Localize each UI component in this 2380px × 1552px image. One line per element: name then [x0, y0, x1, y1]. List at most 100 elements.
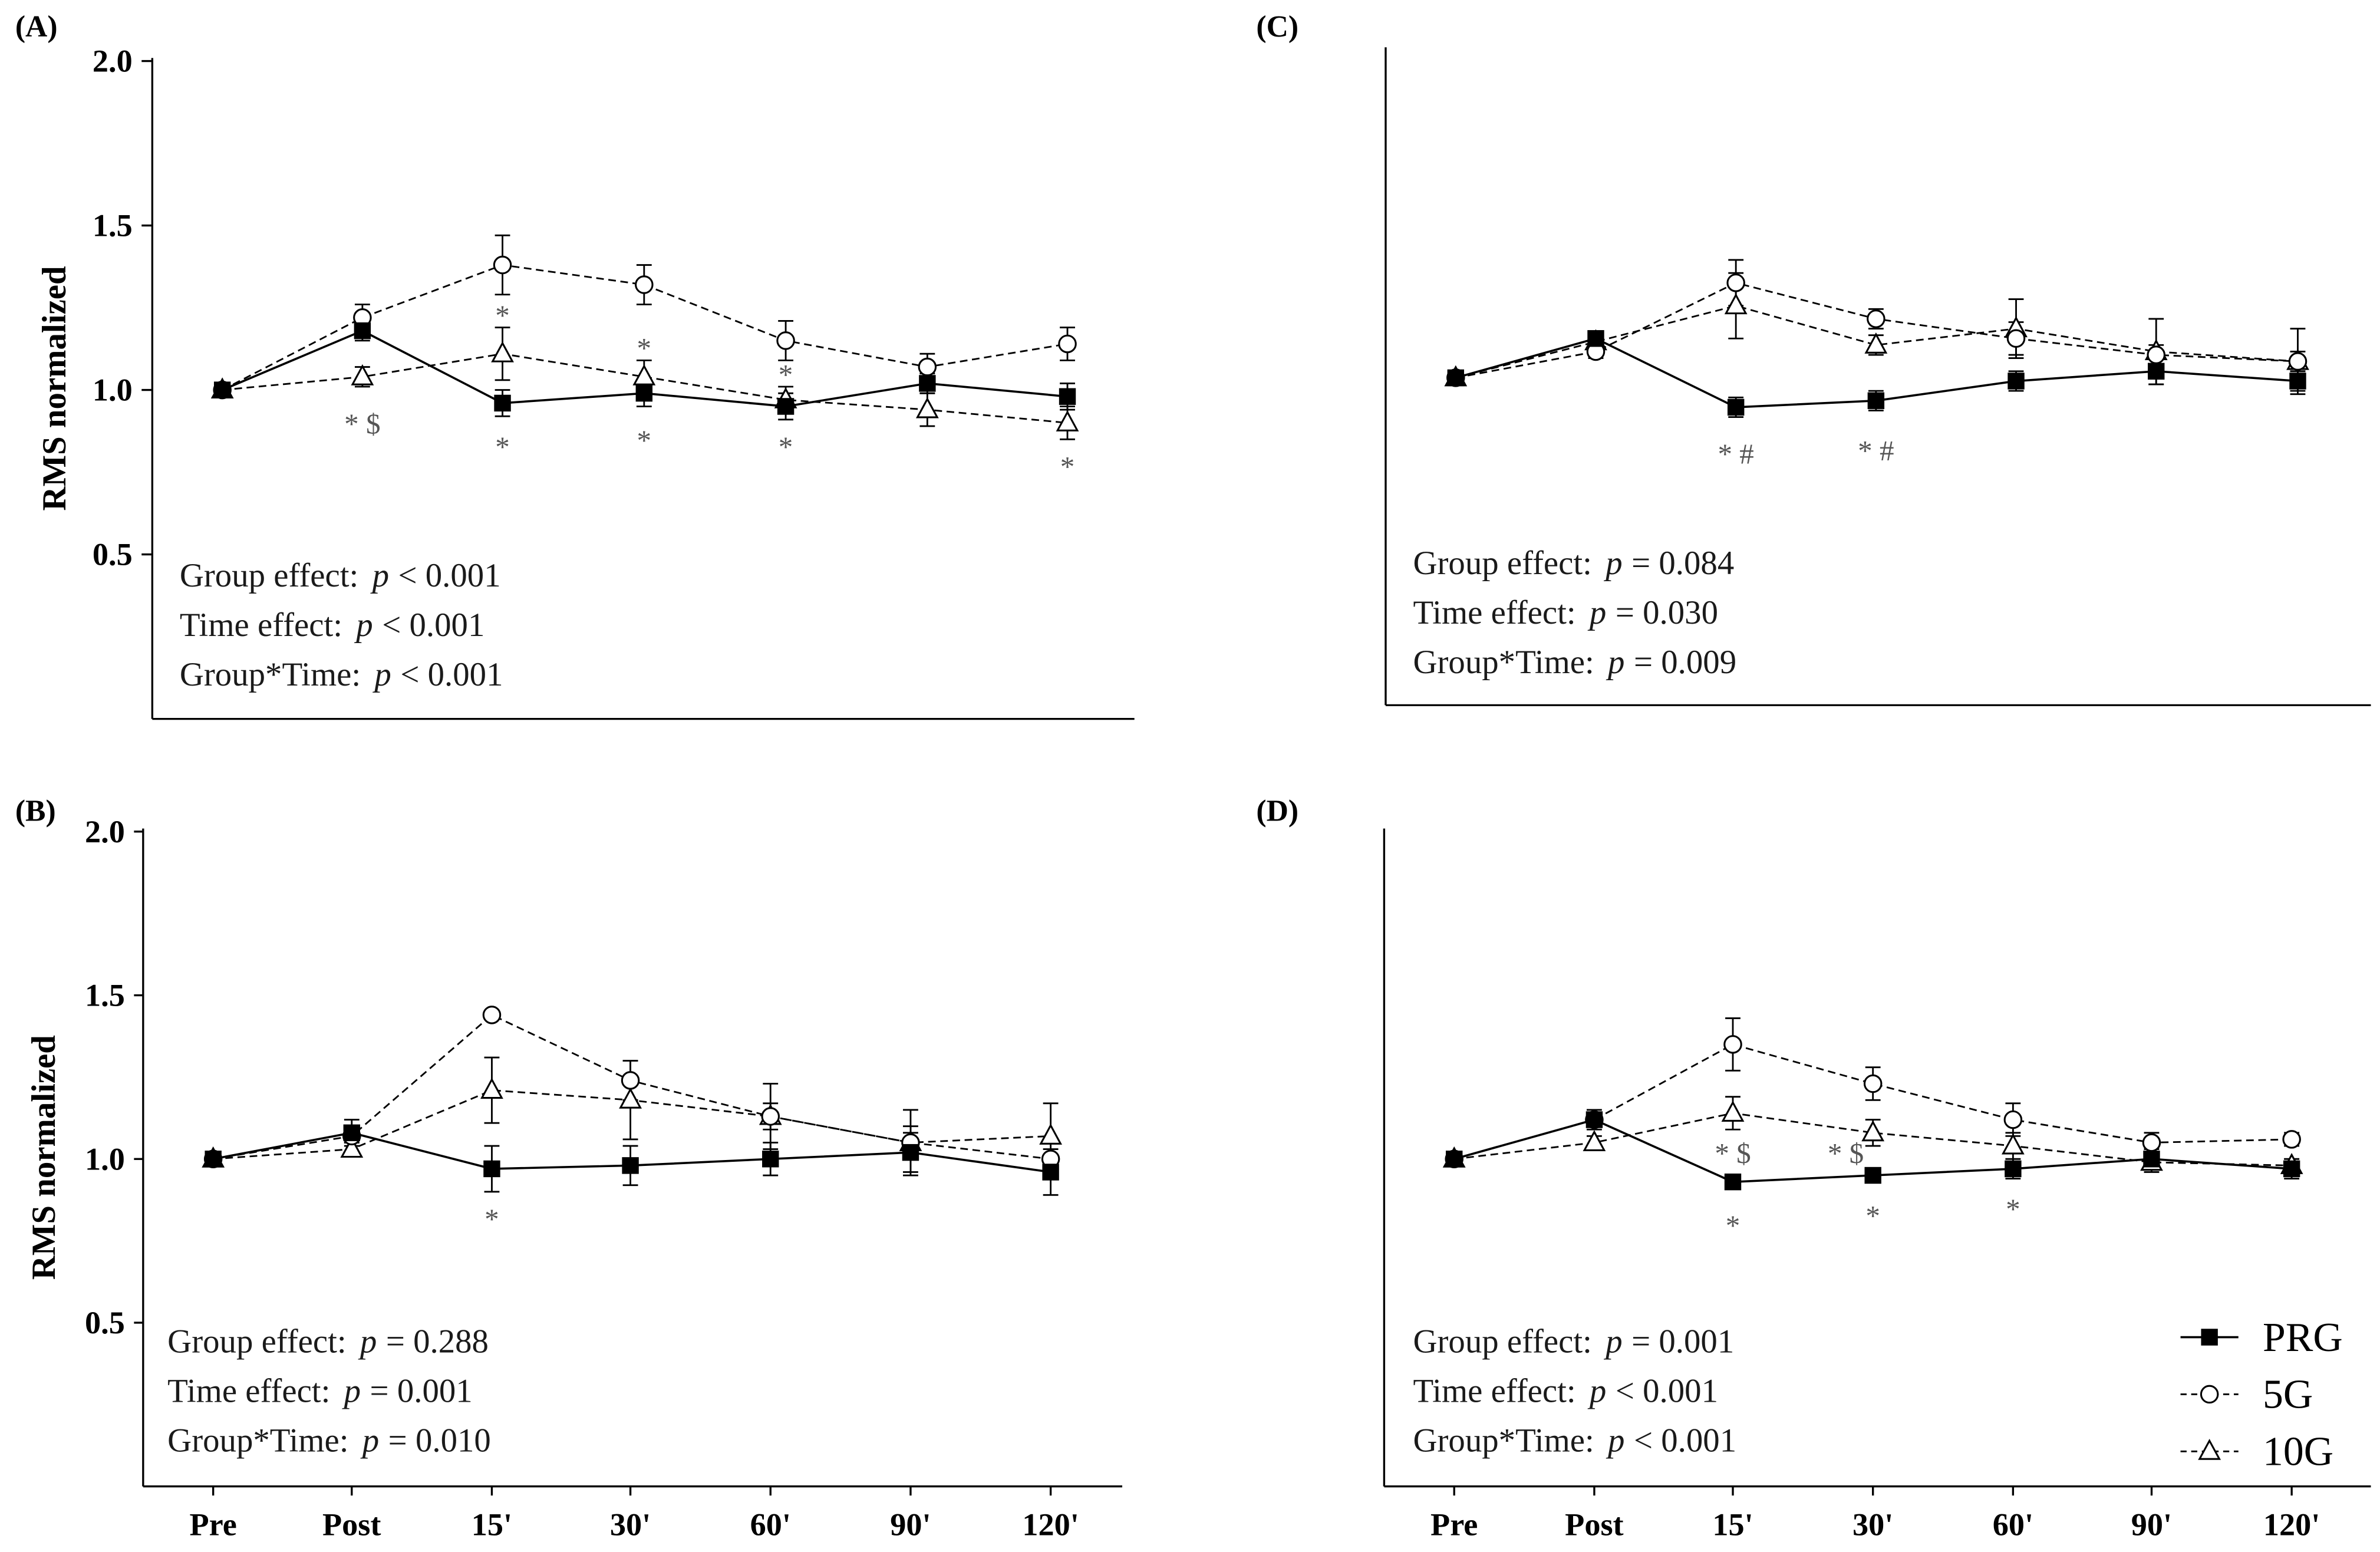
point-prg-2	[494, 394, 511, 412]
y-tick-label: 2.0	[85, 814, 125, 849]
point-prg-6	[2283, 1160, 2300, 1178]
stat-label: Time effect:	[1413, 594, 1575, 631]
p-value: < 0.001	[1616, 1372, 1718, 1409]
panel-b: (B) 0.5 1.0 1.5 2.0 RMS normalized Pre Post 15' 3…	[15, 795, 1123, 1542]
stat-line-1: Time effect: p = 0.030	[1413, 594, 1718, 631]
point-5g-2	[1726, 274, 1745, 292]
stat-label: Group*Time:	[180, 656, 361, 693]
point-prg-5	[919, 375, 936, 392]
point-5g-2	[1723, 1035, 1742, 1054]
point-prg-3	[635, 384, 653, 402]
p-symbol: p	[354, 607, 373, 644]
p-symbol: p	[1603, 1323, 1622, 1360]
y-tick-label: 1.5	[93, 208, 133, 243]
point-10g-6	[1039, 1123, 1063, 1145]
point-prg-0	[213, 381, 231, 398]
x-tick-label: 60'	[1993, 1507, 2033, 1542]
point-10g-2	[1724, 293, 1748, 315]
p-value: < 0.001	[382, 607, 484, 644]
point-10g-3	[632, 364, 656, 385]
point-5g-2	[482, 1006, 502, 1024]
point-5g-6	[1058, 334, 1077, 354]
point-5g-2	[493, 255, 512, 275]
legend-label-prg: PRG	[2263, 1315, 2343, 1360]
point-prg-5	[2148, 363, 2165, 380]
x-tick-label: Post	[1565, 1507, 1623, 1542]
significance-annotation: *	[637, 424, 652, 456]
point-prg-2	[483, 1160, 500, 1178]
legend-marker-5g	[2200, 1385, 2219, 1404]
x-tick-label: 60'	[750, 1507, 791, 1542]
point-5g-6	[2282, 1130, 2301, 1149]
significance-annotation: *	[1726, 1209, 1741, 1241]
p-symbol: p	[360, 1422, 379, 1459]
p-value: = 0.001	[370, 1372, 473, 1409]
significance-annotation: * $	[1828, 1137, 1864, 1169]
point-5g-4	[761, 1107, 780, 1126]
point-10g-3	[1861, 1120, 1885, 1142]
significance-annotation: *	[779, 358, 793, 391]
point-prg-1	[343, 1124, 360, 1142]
stat-line-0: Group effect: p < 0.001	[180, 557, 501, 594]
x-tick-label: 15'	[472, 1507, 512, 1542]
p-value: = 0.030	[1616, 594, 1718, 631]
stat-line-1: Time effect: p < 0.001	[1413, 1372, 1718, 1409]
legend-marker-10g	[2198, 1438, 2221, 1460]
stat-label: Time effect:	[180, 607, 342, 644]
panel-label: (C)	[1256, 10, 1298, 44]
p-symbol: p	[1587, 1372, 1606, 1409]
p-value: = 0.001	[1631, 1323, 1734, 1360]
stat-label: Time effect:	[1413, 1372, 1575, 1409]
x-tick-label: 90'	[890, 1507, 931, 1542]
point-5g-4	[2006, 329, 2026, 348]
point-5g-3	[621, 1071, 640, 1090]
significance-annotation: *	[1865, 1200, 1880, 1232]
significance-annotation: * $	[1715, 1137, 1751, 1169]
legend-marker-prg	[2201, 1329, 2218, 1346]
point-5g-3	[635, 275, 654, 294]
p-symbol: p	[1603, 545, 1622, 582]
y-tick-label: 1.5	[85, 978, 125, 1013]
stat-line-0: Group effect: p = 0.288	[167, 1323, 489, 1360]
stat-label: Group*Time:	[167, 1422, 348, 1459]
p-symbol: p	[1606, 644, 1624, 681]
p-value: < 0.001	[1634, 1422, 1736, 1459]
x-tick-label: 120'	[2263, 1507, 2320, 1542]
point-prg-0	[1446, 1151, 1463, 1168]
y-tick-label: 1.0	[93, 373, 133, 408]
point-prg-6	[2289, 373, 2306, 390]
p-symbol: p	[358, 1323, 377, 1360]
p-value: = 0.010	[388, 1422, 491, 1459]
legend-label-5g: 5G	[2263, 1372, 2313, 1418]
x-tick-label: Pre	[190, 1507, 237, 1542]
point-prg-3	[622, 1157, 639, 1174]
point-prg-0	[205, 1151, 222, 1168]
point-5g-6	[2288, 352, 2308, 371]
point-prg-4	[2007, 373, 2025, 390]
point-10g-2	[1721, 1100, 1745, 1122]
p-value: = 0.009	[1634, 644, 1736, 681]
y-axis-label: RMS normalized	[25, 1035, 62, 1280]
p-symbol: p	[342, 1372, 361, 1409]
x-tick-label: Pre	[1430, 1507, 1478, 1542]
point-10g-3	[619, 1087, 642, 1109]
point-10g-4	[2001, 1133, 2025, 1155]
stat-line-2: Group*Time: p = 0.009	[1413, 644, 1736, 681]
p-symbol: p	[1606, 1422, 1624, 1459]
point-prg-4	[762, 1151, 779, 1168]
y-tick-label: 0.5	[93, 537, 133, 572]
panel-label: (B)	[15, 795, 56, 828]
significance-annotation: * $	[344, 407, 380, 440]
y-tick-label: 0.5	[85, 1305, 125, 1340]
point-5g-5	[2142, 1133, 2161, 1152]
point-10g-6	[1056, 410, 1079, 431]
point-prg-2	[1724, 1173, 1742, 1191]
p-value: < 0.001	[400, 656, 503, 693]
point-10g-3	[1864, 332, 1888, 354]
p-value: < 0.001	[398, 557, 501, 594]
point-5g-5	[2147, 345, 2165, 364]
panel-label: (A)	[15, 10, 58, 44]
panel-d: (D)Pre Post 15' 30' 60' 90' 120'* $ * $* * *Group…	[1256, 795, 2371, 1542]
y-tick-label: 1.0	[85, 1141, 125, 1177]
